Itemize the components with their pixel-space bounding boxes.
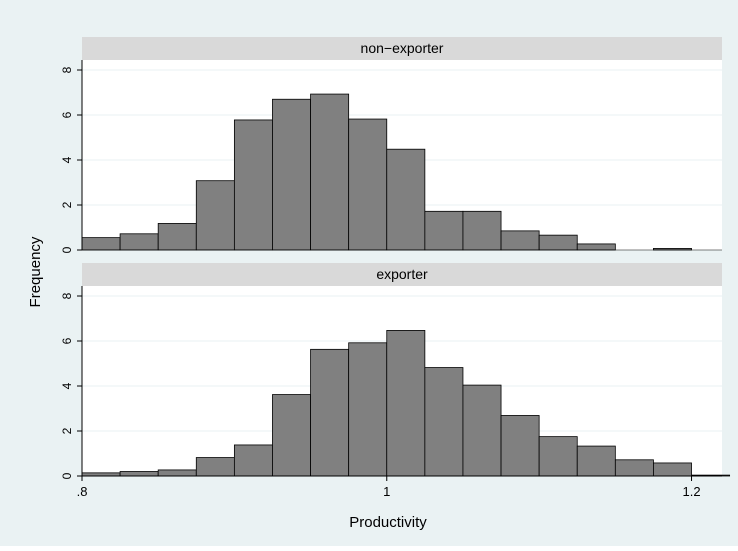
y-tick-label: 6 [60,337,74,344]
histogram-bar [81,237,121,251]
histogram-bar [348,342,388,477]
panel-strip [82,37,722,60]
histogram-bar [424,367,464,477]
y-tick-label: 8 [60,66,74,73]
panel-1: exporter 0 2 4 6 8 [60,263,731,479]
histogram-bar [576,445,616,477]
panel-strip [82,263,722,286]
histogram-bar [386,330,426,477]
y-tick-label: 0 [60,472,74,479]
histogram-bar [348,118,388,251]
histogram-bar [119,233,159,251]
x-tick-label: .8 [77,484,88,499]
histogram-bar [424,210,464,251]
histogram-bar [272,98,311,251]
y-tick-label: 2 [60,201,74,208]
x-tick-label: 1.2 [682,484,700,499]
panel-0: non−exporter 0 2 4 6 8 [60,37,722,253]
x-tick-label: 1 [383,484,390,499]
y-axis-label: Frequency [27,236,44,307]
histogram-bar [462,210,502,251]
histogram-bar [500,230,540,251]
histogram-bar [310,348,350,477]
histogram-bar [310,93,350,251]
histogram-bar [386,148,426,251]
histogram-bar [576,243,616,251]
histogram-bar [500,415,540,477]
histogram-bar [272,394,311,477]
histogram-bar [233,119,273,251]
x-axis-label: Productivity [349,514,427,531]
y-tick-label: 0 [60,246,74,253]
histogram-bar [233,444,273,477]
panel-title: exporter [376,266,428,282]
panel-title: non−exporter [361,40,444,56]
histogram-bar [614,459,654,477]
histogram-bar [157,469,197,477]
histogram-bar [653,462,692,477]
histogram-bar [119,471,159,477]
histogram-bar [462,384,502,477]
histogram-bar [538,436,578,477]
panels-layer: non−exporter 0 2 4 6 8 exporter 0 2 4 6 8 .8 1 1.2 [60,37,731,499]
histogram-bar [538,234,578,251]
y-tick-label: 4 [60,382,74,389]
histogram-bar [195,457,235,477]
y-tick-label: 4 [60,156,74,163]
y-tick-label: 8 [60,292,74,299]
histogram-bar [195,180,235,251]
histogram-bar [157,223,197,251]
y-tick-label: 2 [60,427,74,434]
y-tick-label: 6 [60,111,74,118]
